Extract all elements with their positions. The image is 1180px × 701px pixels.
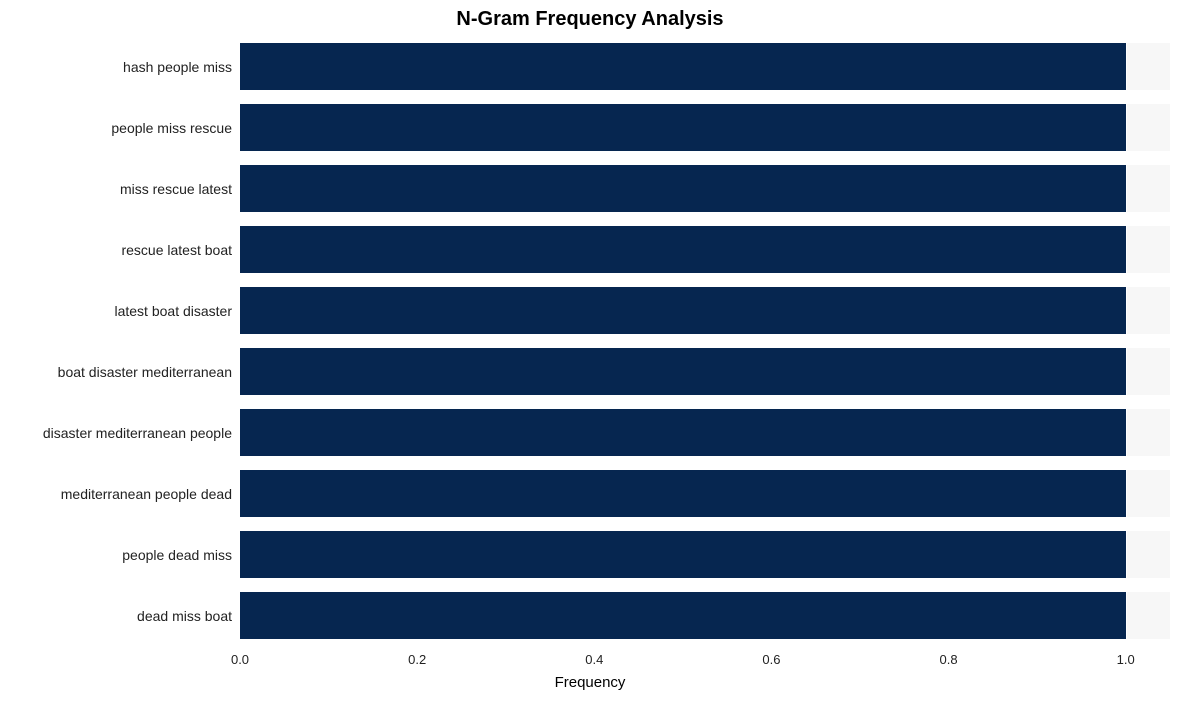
bar	[240, 226, 1126, 274]
y-tick-label: disaster mediterranean people	[43, 425, 232, 441]
x-tick-label: 0.2	[408, 652, 426, 667]
row-gap	[240, 158, 1170, 165]
row-gap	[240, 395, 1170, 402]
y-tick-label: people dead miss	[122, 547, 232, 563]
x-tick-label: 1.0	[1117, 652, 1135, 667]
row-gap	[240, 97, 1170, 104]
x-tick-label: 0.8	[940, 652, 958, 667]
row-gap	[240, 219, 1170, 226]
x-tick-label: 0.0	[231, 652, 249, 667]
x-tick-label: 0.4	[585, 652, 603, 667]
row-gap	[240, 280, 1170, 287]
y-tick-label: latest boat disaster	[114, 303, 232, 319]
x-tick-label: 0.6	[762, 652, 780, 667]
row-gap	[240, 151, 1170, 158]
bar	[240, 409, 1126, 457]
bar	[240, 104, 1126, 152]
bar	[240, 165, 1126, 213]
bar	[240, 592, 1126, 640]
ngram-chart: N-Gram Frequency Analysis hash people mi…	[0, 0, 1180, 701]
row-gap	[240, 341, 1170, 348]
plot-area	[240, 36, 1170, 646]
y-tick-label: dead miss boat	[137, 608, 232, 624]
bar	[240, 531, 1126, 579]
row-gap	[240, 36, 1170, 43]
y-tick-label: hash people miss	[123, 59, 232, 75]
y-tick-label: mediterranean people dead	[61, 486, 232, 502]
y-tick-label: miss rescue latest	[120, 181, 232, 197]
row-gap	[240, 639, 1170, 646]
y-tick-label: boat disaster mediterranean	[58, 364, 232, 380]
y-tick-label: people miss rescue	[111, 120, 232, 136]
x-axis-label: Frequency	[0, 674, 1180, 691]
row-gap	[240, 585, 1170, 592]
bar	[240, 287, 1126, 335]
row-gap	[240, 212, 1170, 219]
row-gap	[240, 456, 1170, 463]
row-gap	[240, 334, 1170, 341]
row-gap	[240, 273, 1170, 280]
row-gap	[240, 517, 1170, 524]
row-gap	[240, 578, 1170, 585]
row-gap	[240, 524, 1170, 531]
bar	[240, 348, 1126, 396]
bar	[240, 43, 1126, 91]
bar	[240, 470, 1126, 518]
row-gap	[240, 402, 1170, 409]
row-gap	[240, 90, 1170, 97]
row-gap	[240, 463, 1170, 470]
y-tick-label: rescue latest boat	[121, 242, 232, 258]
chart-title: N-Gram Frequency Analysis	[0, 8, 1180, 31]
